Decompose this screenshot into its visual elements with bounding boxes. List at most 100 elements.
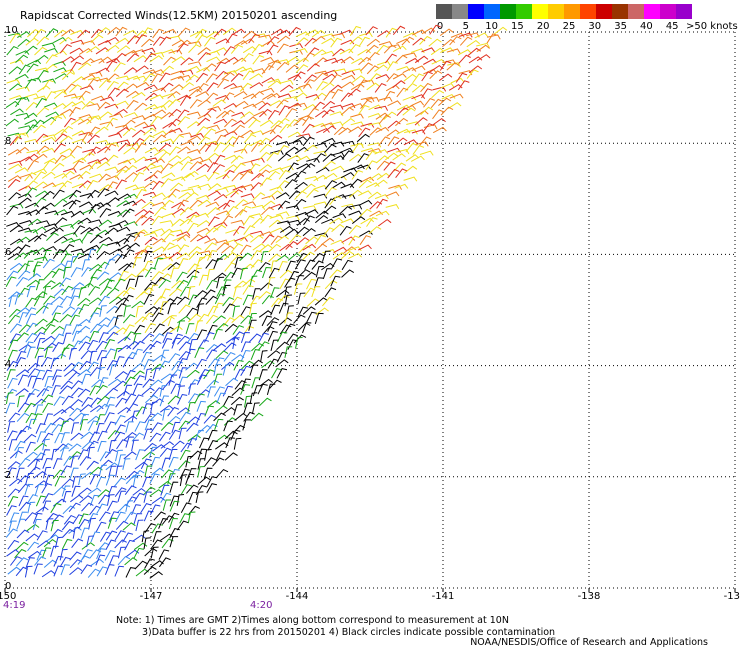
wind-barb xyxy=(151,271,164,281)
wind-barb xyxy=(314,297,328,306)
wind-barb xyxy=(231,267,243,279)
wind-barb xyxy=(171,333,183,344)
wind-barb xyxy=(287,154,301,161)
wind-barb xyxy=(298,114,312,120)
wind-barb xyxy=(77,369,91,377)
wind-barb xyxy=(185,74,199,83)
wind-barb xyxy=(132,487,146,496)
wind-barb xyxy=(50,519,59,532)
wind-barb xyxy=(145,394,159,404)
wind-barb xyxy=(176,252,191,260)
wind-barb xyxy=(187,402,196,414)
wind-barb xyxy=(91,95,105,101)
wind-barb xyxy=(196,220,211,228)
wind-barb xyxy=(104,190,119,197)
wind-barb xyxy=(126,53,140,62)
wind-barb xyxy=(131,91,146,99)
wind-barb xyxy=(195,429,205,441)
wind-barb xyxy=(52,458,63,470)
wind-barb xyxy=(419,35,432,45)
wind-barb xyxy=(314,214,329,224)
wind-barb xyxy=(59,43,72,54)
wind-barb xyxy=(167,303,176,315)
wind-barb xyxy=(98,332,109,343)
wind-barb xyxy=(305,29,319,36)
wind-barb xyxy=(449,36,462,46)
wind-barb xyxy=(50,545,59,558)
wind-barb xyxy=(69,61,82,72)
wind-barb xyxy=(105,154,119,164)
wind-barb xyxy=(195,212,210,218)
wind-barb xyxy=(357,48,371,56)
legend-swatch xyxy=(676,4,692,19)
wind-barb xyxy=(170,70,185,76)
wind-barb xyxy=(212,164,225,174)
wind-barb xyxy=(276,144,289,155)
wind-barb xyxy=(350,164,365,171)
wind-barb xyxy=(287,252,301,261)
wind-barb xyxy=(349,178,363,188)
wind-barb xyxy=(386,73,399,83)
wind-barb xyxy=(169,468,180,480)
wind-barb xyxy=(71,538,84,549)
wind-barb xyxy=(269,167,284,173)
wind-barb xyxy=(14,167,29,174)
wind-barb xyxy=(96,323,109,334)
wind-barb xyxy=(323,172,338,180)
wind-barb xyxy=(232,135,244,146)
wind-barb xyxy=(284,179,298,189)
wind-barb xyxy=(160,492,172,503)
legend-swatch xyxy=(644,4,660,19)
wind-barb xyxy=(330,165,345,172)
wind-barb xyxy=(81,232,93,243)
wind-barb xyxy=(63,514,76,525)
wind-barb xyxy=(249,73,263,81)
wind-barb xyxy=(149,489,163,497)
wind-barb xyxy=(123,305,131,318)
wind-barb xyxy=(23,341,34,353)
wind-barb xyxy=(179,286,192,297)
wind-barb xyxy=(179,206,193,216)
wind-barb xyxy=(63,101,77,109)
wind-barb xyxy=(187,184,202,190)
wind-barb xyxy=(26,28,40,38)
wind-barb xyxy=(378,114,391,125)
wind-barb xyxy=(17,192,32,199)
wind-barb xyxy=(124,539,135,551)
wind-barb xyxy=(341,236,356,243)
wind-barb xyxy=(99,207,112,218)
wind-barb xyxy=(213,412,226,422)
wind-barb xyxy=(343,167,358,173)
wind-barb xyxy=(342,246,357,254)
wind-barb xyxy=(414,141,429,147)
wind-barb xyxy=(419,136,432,146)
wind-barb xyxy=(114,565,124,577)
wind-barb xyxy=(359,235,372,246)
wind-barb xyxy=(44,375,54,388)
wind-barb xyxy=(125,549,140,558)
wind-barb xyxy=(251,157,265,163)
wind-barb xyxy=(35,54,49,63)
wind-barb xyxy=(96,566,108,577)
wind-barb xyxy=(95,554,106,566)
wind-barb xyxy=(375,112,390,120)
wind-barb xyxy=(242,201,257,207)
wind-barb xyxy=(392,80,406,89)
wind-barb xyxy=(383,44,397,54)
wind-barb xyxy=(144,147,159,154)
wind-barb xyxy=(284,286,292,299)
wind-barb xyxy=(432,109,444,120)
wind-barb xyxy=(348,235,360,246)
wind-barb xyxy=(68,199,81,210)
wind-barb xyxy=(414,55,429,64)
wind-barb xyxy=(52,249,65,259)
wind-barb xyxy=(8,83,23,92)
wind-barb xyxy=(41,136,56,143)
wind-barb xyxy=(9,59,24,65)
wind-barb xyxy=(98,79,112,89)
wind-barb xyxy=(185,191,199,200)
wind-barb xyxy=(302,183,316,192)
wind-barb xyxy=(88,146,101,156)
wind-barb xyxy=(69,106,81,117)
wind-barb xyxy=(53,67,67,73)
